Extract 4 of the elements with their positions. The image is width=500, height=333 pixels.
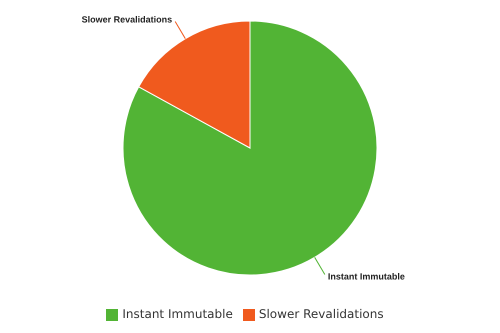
slice-label: Instant Immutable <box>328 271 405 282</box>
legend-label: Instant Immutable <box>122 307 233 321</box>
legend-label: Slower Revalidations <box>258 307 384 321</box>
slice-label: Slower Revalidations <box>82 14 172 25</box>
